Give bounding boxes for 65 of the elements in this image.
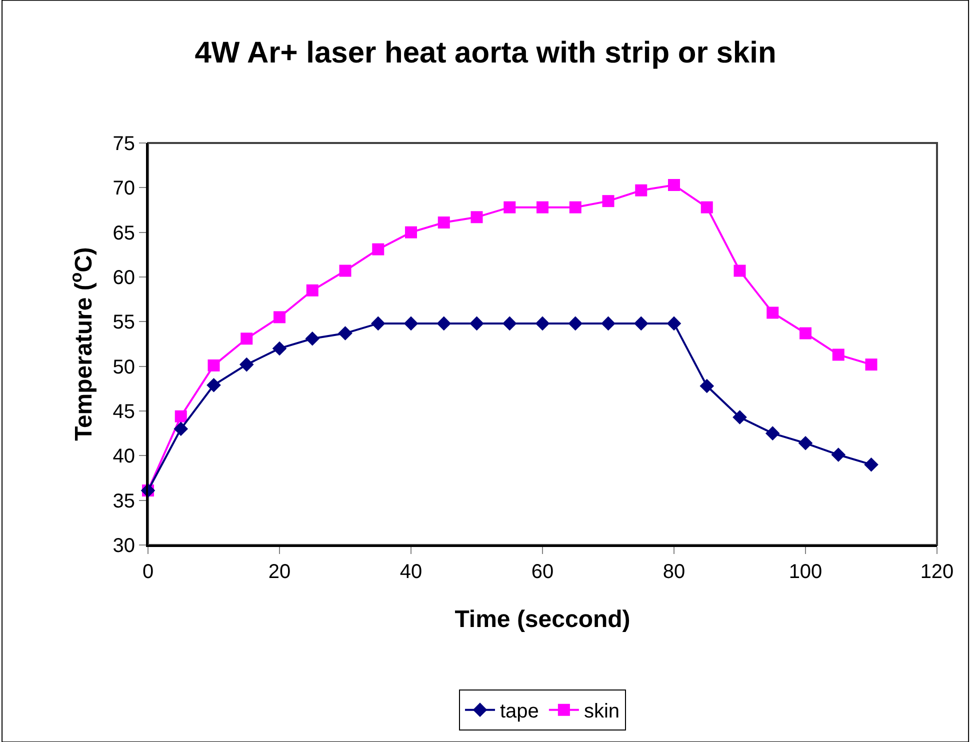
- point: [502, 316, 517, 331]
- point: [240, 332, 253, 345]
- point: [800, 327, 812, 340]
- y-tick-label: 45: [112, 401, 135, 423]
- point: [536, 201, 548, 214]
- point: [305, 331, 320, 346]
- point: [831, 448, 846, 462]
- point: [470, 316, 484, 331]
- point: [438, 216, 450, 229]
- point: [601, 316, 616, 331]
- y-tick-label: 30: [112, 535, 135, 557]
- point: [470, 211, 483, 224]
- point: [239, 357, 254, 372]
- point: [766, 306, 779, 319]
- point: [174, 410, 187, 422]
- point: [370, 316, 386, 331]
- x-axis-title: Time (seccond): [454, 606, 630, 633]
- y-tick-label: 40: [112, 446, 135, 468]
- y-tick-label: 65: [112, 222, 135, 244]
- x-tick-label: 100: [788, 561, 822, 583]
- y-tick-label: 60: [112, 267, 135, 289]
- point: [568, 316, 583, 331]
- point: [272, 341, 287, 356]
- y-tick-label: 50: [112, 356, 135, 378]
- point: [734, 264, 746, 277]
- point: [602, 195, 614, 208]
- point: [668, 178, 680, 191]
- point: [700, 378, 714, 394]
- point: [635, 184, 648, 196]
- y-tick-label: 70: [112, 178, 135, 200]
- x-tick-label: 20: [268, 561, 291, 583]
- point: [864, 457, 878, 472]
- y-tick-label: 35: [112, 490, 135, 512]
- point: [504, 201, 516, 214]
- x-tick-label: 120: [920, 561, 954, 583]
- point: [765, 426, 780, 440]
- x-tick-label: 0: [142, 561, 154, 583]
- legend-label: tape: [500, 700, 539, 723]
- point: [338, 326, 352, 340]
- point: [535, 316, 550, 331]
- point: [404, 316, 418, 331]
- x-tick-label: 60: [531, 561, 554, 583]
- point: [700, 201, 713, 214]
- point: [634, 316, 648, 331]
- point: [666, 316, 682, 331]
- x-tick-label: 80: [662, 561, 686, 583]
- point: [405, 226, 417, 238]
- point: [832, 348, 844, 361]
- point: [208, 359, 220, 372]
- point: [732, 410, 747, 424]
- point: [174, 422, 188, 436]
- point: [306, 284, 318, 296]
- y-tick-label: 75: [112, 133, 135, 155]
- legend-label: skin: [584, 700, 620, 723]
- point: [339, 264, 352, 277]
- y-tick-label: 55: [112, 312, 135, 334]
- x-tick-label: 40: [400, 561, 422, 583]
- point: [206, 378, 221, 392]
- point: [436, 316, 452, 331]
- point: [865, 358, 878, 371]
- point: [569, 201, 582, 214]
- point: [798, 436, 813, 450]
- chart-title: 4W Ar+ laser heat aorta with strip or skin: [194, 36, 776, 70]
- point: [274, 311, 286, 324]
- point: [372, 243, 384, 256]
